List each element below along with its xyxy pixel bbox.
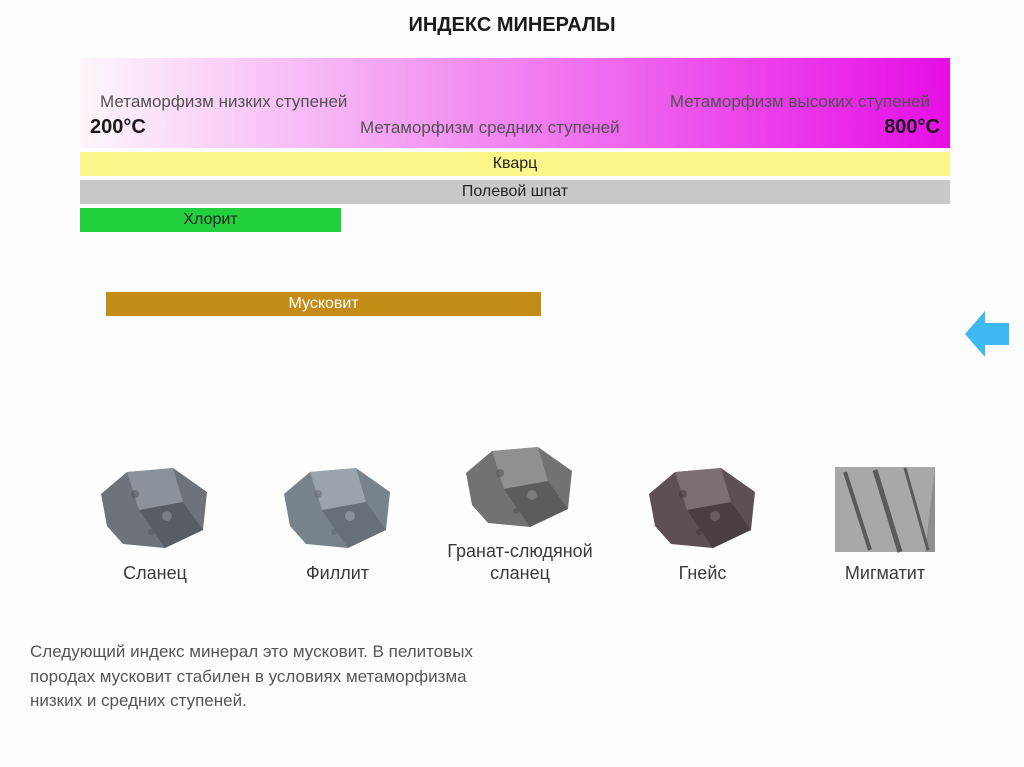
rock-label: Мигматит [845,563,925,585]
mineral-band-row: Хлорит [80,208,950,232]
mineral-band: Кварц [80,152,950,176]
low-temp-label: 200°C [90,116,146,139]
rock-item: Гранат-слюдяной сланец [435,440,605,584]
rock-thumbnail [460,440,580,535]
rock-sequence: Сланец Филлит Гранат-слюдяной сланец Гне… [70,440,970,584]
page-title: ИНДЕКС МИНЕРАЛЫ [0,0,1024,47]
rock-label: Гранат-слюдяной сланец [435,541,605,584]
high-temp-label: 800°C [884,116,940,139]
high-grade-label: Метаморфизм высоких ступеней [670,92,930,112]
rock-item: Гнейс [618,462,788,585]
mid-grade-label: Метаморфизм средних ступеней [360,118,620,138]
rock-item: Филлит [253,462,423,585]
mineral-band: Мусковит [106,292,541,316]
rock-label: Сланец [123,563,187,585]
mineral-band-row: Кварц [80,152,950,176]
caption-text: Следующий индекс минерал это мусковит. В… [30,640,500,714]
rock-label: Гнейс [679,563,727,585]
rock-thumbnail [825,462,945,557]
mineral-band-row: Мусковит [80,292,950,316]
temperature-gradient-bar: Метаморфизм низких ступеней Метаморфизм … [80,58,950,148]
mineral-stability-bands: Кварц Полевой шпат Хлорит Мусковит [80,152,950,316]
rock-thumbnail [643,462,763,557]
metamorphism-chart: Метаморфизм низких ступеней Метаморфизм … [80,58,950,316]
rock-item: Мигматит [800,462,970,585]
rock-label: Филлит [306,563,369,585]
mineral-band: Полевой шпат [80,180,950,204]
rock-thumbnail [278,462,398,557]
rock-item: Сланец [70,462,240,585]
mineral-band-row: Полевой шпат [80,180,950,204]
left-arrow-icon [965,305,1009,363]
mineral-band: Хлорит [80,208,341,232]
rock-thumbnail [95,462,215,557]
low-grade-label: Метаморфизм низких ступеней [100,92,347,112]
